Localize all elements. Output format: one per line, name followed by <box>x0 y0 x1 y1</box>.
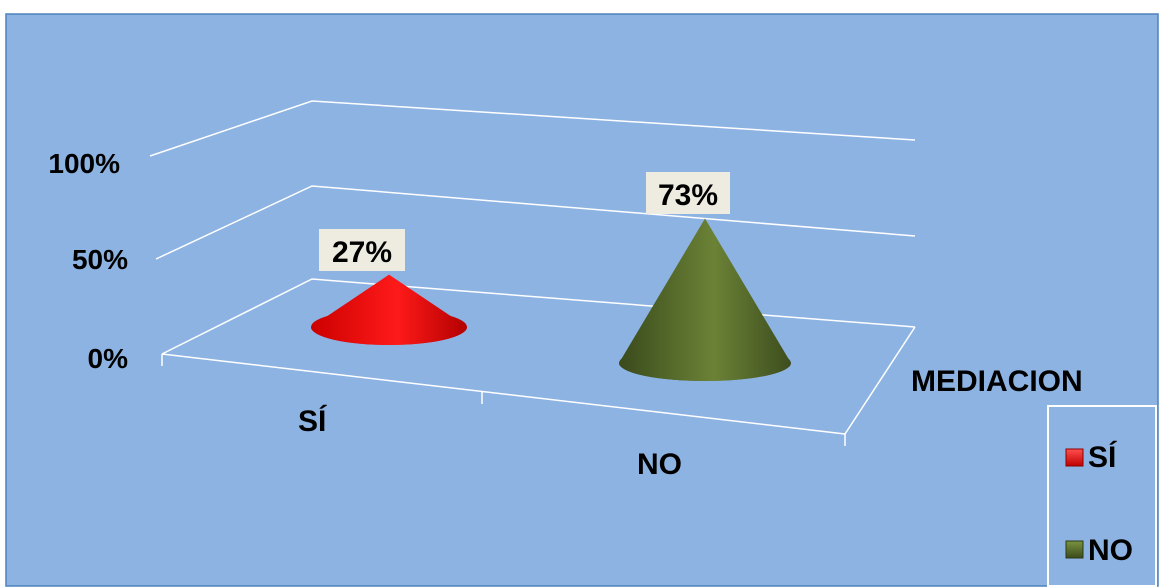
legend-item-no: NO <box>1065 534 1133 567</box>
gridline-50 <box>155 185 916 260</box>
legend-swatch-si <box>1065 448 1084 467</box>
data-label-si-box <box>319 229 405 271</box>
data-label-si: 27% <box>319 229 405 271</box>
cone-marks <box>311 218 791 381</box>
data-label-si-text: 27% <box>332 236 392 269</box>
legend-item-si: SÍ <box>1065 440 1117 474</box>
y-tick-0: 0% <box>88 343 129 374</box>
data-label-no: 73% <box>646 172 730 214</box>
floor-front-edge <box>161 353 846 435</box>
legend-label-no: NO <box>1088 534 1133 567</box>
category-label-si: SÍ <box>298 404 327 438</box>
cone-si <box>311 274 467 345</box>
category-label-no: NO <box>637 448 682 481</box>
legend-label-si: SÍ <box>1088 440 1117 474</box>
floor <box>161 326 916 446</box>
cone-no <box>619 218 791 381</box>
y-tick-100: 100% <box>48 148 120 179</box>
legend-swatch-no <box>1065 540 1084 559</box>
depth-axis-label: MEDIACION <box>911 365 1083 398</box>
legend: SÍ NO <box>1047 405 1157 587</box>
data-label-no-box <box>646 172 730 214</box>
cone-no-side <box>619 218 791 381</box>
data-label-no-text: 73% <box>658 179 718 212</box>
gridline-100 <box>149 100 916 157</box>
cone-si-side <box>311 274 467 345</box>
floor-right-edge <box>844 326 916 435</box>
y-tick-50: 50% <box>72 244 128 275</box>
